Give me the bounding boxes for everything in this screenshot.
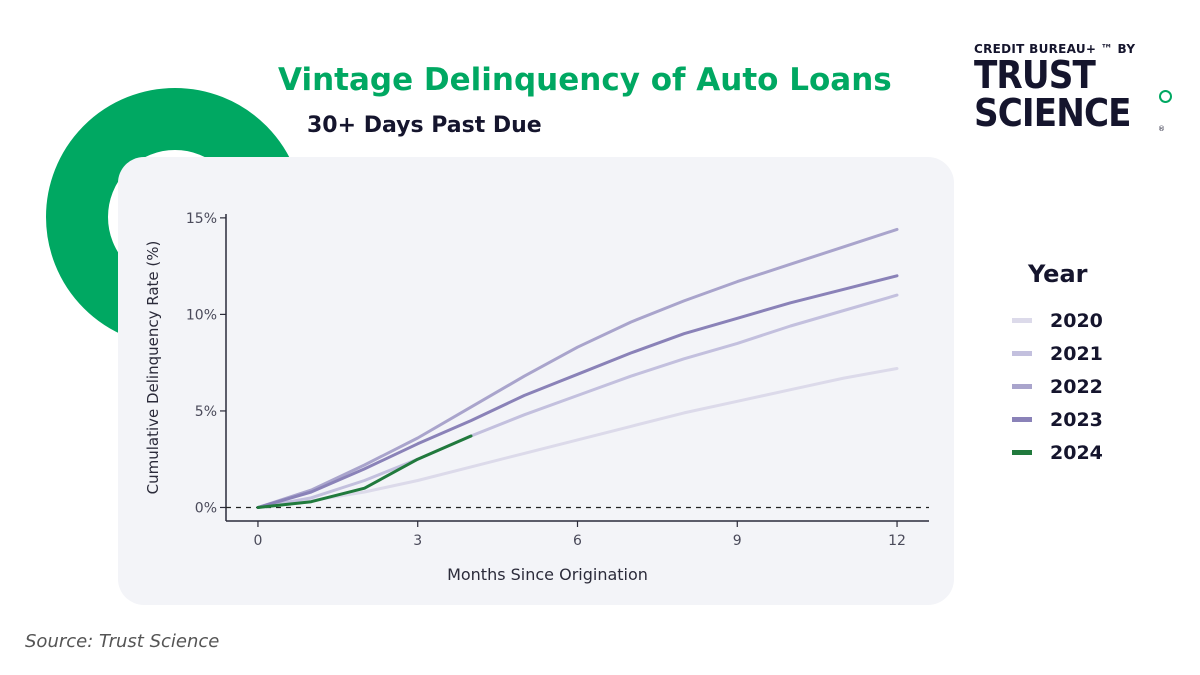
legend-label: 2024 bbox=[1050, 441, 1103, 464]
legend-label: 2023 bbox=[1050, 408, 1103, 431]
series-line-2024 bbox=[256, 434, 473, 509]
y-axis-label: Cumulative Delinquency Rate (%) bbox=[144, 241, 162, 495]
logo-word-science: SCIENCE bbox=[974, 91, 1132, 135]
legend: Year 2020 2021 2022 2023 2024 bbox=[1012, 260, 1103, 469]
series-line-2023 bbox=[256, 274, 899, 509]
x-tick-label: 9 bbox=[733, 533, 742, 549]
x-tick-label: 0 bbox=[253, 533, 262, 549]
series-line-2021 bbox=[256, 293, 899, 509]
legend-item-2023: 2023 bbox=[1012, 403, 1103, 436]
x-axis-label: Months Since Origination bbox=[447, 565, 648, 584]
chart-title: Vintage Delinquency of Auto Loans bbox=[278, 62, 892, 98]
x-tick-label: 6 bbox=[573, 533, 582, 549]
x-tick-label: 12 bbox=[888, 533, 906, 549]
legend-label: 2022 bbox=[1050, 375, 1103, 398]
legend-item-2024: 2024 bbox=[1012, 436, 1103, 469]
logo-registered-mark: ® bbox=[1158, 125, 1165, 133]
legend-item-2022: 2022 bbox=[1012, 370, 1103, 403]
logo-tagline: CREDIT BUREAU+ ™ BY bbox=[974, 42, 1136, 56]
legend-swatch bbox=[1012, 351, 1032, 356]
logo-word-trust: TRUST bbox=[974, 53, 1096, 97]
x-tick-label: 3 bbox=[413, 533, 422, 549]
series-line-2022 bbox=[256, 227, 899, 509]
legend-title: Year bbox=[1028, 260, 1088, 288]
legend-swatch bbox=[1012, 318, 1032, 323]
legend-swatch bbox=[1012, 384, 1032, 389]
legend-item-2020: 2020 bbox=[1012, 304, 1103, 337]
legend-swatch bbox=[1012, 417, 1032, 422]
logo-ring-icon bbox=[1159, 90, 1172, 103]
source-note: Source: Trust Science bbox=[25, 631, 220, 652]
chart-panel bbox=[118, 157, 954, 605]
legend-swatch bbox=[1012, 450, 1032, 455]
legend-item-2021: 2021 bbox=[1012, 337, 1103, 370]
legend-label: 2020 bbox=[1050, 309, 1103, 332]
y-tick-label: 15% bbox=[186, 211, 217, 227]
series-line-2020 bbox=[256, 367, 899, 509]
trust-science-logo: CREDIT BUREAU+ ™ BY TRUST SCIENCE ® bbox=[974, 42, 1172, 135]
y-tick-label: 5% bbox=[195, 404, 217, 420]
chart-subtitle: 30+ Days Past Due bbox=[307, 113, 542, 138]
legend-label: 2021 bbox=[1050, 342, 1103, 365]
y-tick-label: 0% bbox=[195, 500, 217, 516]
y-tick-label: 10% bbox=[186, 307, 217, 323]
